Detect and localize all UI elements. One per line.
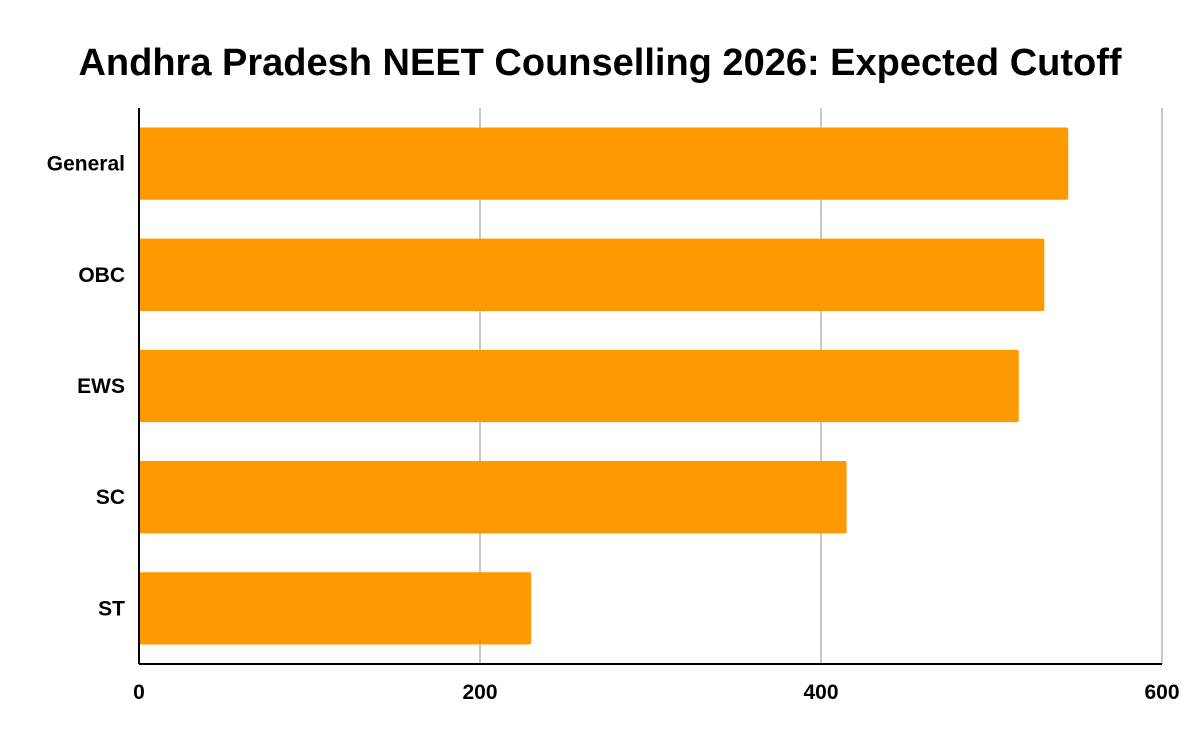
- x-tick-label-200: 200: [462, 681, 497, 704]
- category-label-ews: EWS: [77, 375, 125, 398]
- category-label-sc: SC: [96, 486, 125, 509]
- chart-title: Andhra Pradesh NEET Counselling 2026: Ex…: [78, 42, 1121, 84]
- category-label-general: General: [47, 153, 125, 176]
- bar-ews: [139, 349, 1019, 423]
- x-tick-label-400: 400: [803, 681, 838, 704]
- bar-st: [139, 572, 532, 645]
- x-tick-label-0: 0: [133, 681, 145, 704]
- bar-obc: [139, 238, 1045, 311]
- category-labels: General OBC EWS SC ST: [47, 153, 125, 621]
- category-label-st: ST: [98, 597, 125, 620]
- category-label-obc: OBC: [78, 264, 125, 287]
- axes: [138, 108, 1162, 665]
- bar-sc: [139, 461, 847, 534]
- bars: [139, 127, 1069, 645]
- x-tick-labels: 0 200 400 600: [133, 681, 1179, 704]
- x-tick-label-600: 600: [1144, 681, 1179, 704]
- bar-general: [139, 127, 1069, 200]
